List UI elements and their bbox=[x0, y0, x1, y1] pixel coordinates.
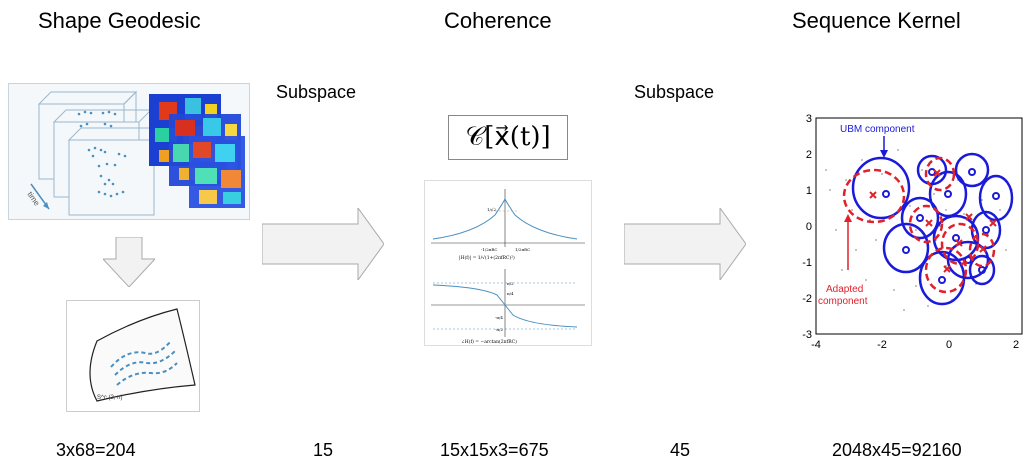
subspace-label-right: Subspace bbox=[634, 82, 715, 102]
magnitude-mark-3: 1/2πRC bbox=[515, 247, 530, 252]
x-tick-m4: -4 bbox=[811, 339, 821, 350]
title-coherence: Coherence bbox=[444, 8, 552, 33]
subspace-arrow-left-icon bbox=[262, 208, 384, 280]
shape-cubes-panel: time bbox=[8, 83, 250, 220]
time-label: time bbox=[25, 190, 41, 208]
manifold-label: S^c (2, n) bbox=[97, 395, 123, 401]
x-tick-m2: -2 bbox=[877, 339, 887, 350]
manifold-surface: S^c (2, n) bbox=[89, 308, 196, 402]
x-tick-2: 2 bbox=[1013, 339, 1019, 350]
coherence-heatmaps bbox=[149, 94, 245, 208]
manifold-panel: S^c (2, n) bbox=[66, 300, 200, 412]
phase-mark-1: π/2 bbox=[507, 281, 514, 286]
count-kernel: 2048x45=92160 bbox=[832, 440, 962, 460]
plot-frame bbox=[815, 117, 1023, 335]
count-shape: 3x68=204 bbox=[56, 440, 136, 460]
face-landmark-cubes: time bbox=[25, 90, 245, 216]
magnitude-mark-2: -1/2πRC bbox=[481, 247, 498, 252]
magnitude-caption: |H(f)| = 1/√(1+(2πfRC)²) bbox=[459, 254, 515, 261]
y-tick-2: 2 bbox=[806, 149, 812, 161]
y-tick-3: 3 bbox=[806, 113, 812, 125]
coherence-formula: 𝒞[x⃗(t)] bbox=[448, 115, 568, 160]
ubm-ellipses bbox=[851, 152, 1014, 306]
x-tick-0: 0 bbox=[946, 339, 952, 350]
title-shape-geodesic: Shape Geodesic bbox=[38, 8, 201, 33]
coherence-plots-panel: 1/√2 -1/2πRC 1/2πRC |H(f)| = 1/√(1+(2πfR… bbox=[424, 180, 592, 346]
phase-mark-2: π/4 bbox=[507, 291, 514, 296]
phase-mark-3: -π/4 bbox=[495, 315, 503, 320]
y-tick-m1: -1 bbox=[802, 257, 812, 269]
subspace-label-left: Subspace bbox=[276, 82, 357, 102]
count-subspace-2: 45 bbox=[670, 440, 691, 460]
phase-plot: π/2 π/4 -π/4 -π/2 ∠H(f) = −arctan(2πfRC) bbox=[431, 269, 585, 345]
y-tick-0: 0 bbox=[806, 221, 812, 233]
adapted-component-label-2: component bbox=[818, 296, 868, 307]
count-coherence: 15x15x3=675 bbox=[440, 440, 549, 460]
magnitude-plot: 1/√2 -1/2πRC 1/2πRC |H(f)| = 1/√(1+(2πfR… bbox=[431, 189, 585, 261]
kernel-plot-panel: UBM component Adapted component 3 2 1 0 … bbox=[786, 110, 1026, 351]
subspace-arrow-right-icon bbox=[624, 208, 746, 280]
y-tick-1: 1 bbox=[806, 185, 812, 197]
phase-caption: ∠H(f) = −arctan(2πfRC) bbox=[461, 338, 517, 345]
magnitude-mark-1: 1/√2 bbox=[487, 207, 496, 212]
adapted-ellipses bbox=[842, 156, 996, 294]
y-tick-m3: -3 bbox=[802, 329, 812, 341]
y-tick-m2: -2 bbox=[802, 293, 812, 305]
ubm-component-label: UBM component bbox=[840, 124, 915, 135]
down-arrow-icon bbox=[103, 237, 155, 287]
adapted-component-label-1: Adapted bbox=[826, 284, 863, 295]
phase-mark-4: -π/2 bbox=[495, 327, 503, 332]
title-sequence-kernel: Sequence Kernel bbox=[792, 8, 961, 33]
count-subspace-1: 15 bbox=[313, 440, 334, 460]
adapted-centers bbox=[869, 169, 997, 273]
